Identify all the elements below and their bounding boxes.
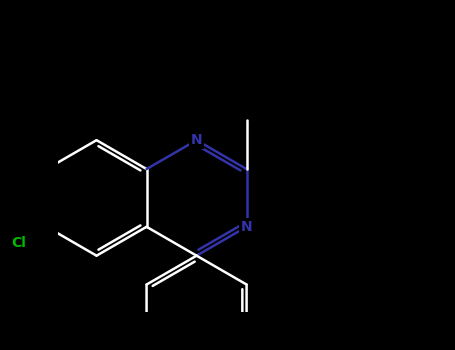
Text: N: N (191, 133, 202, 147)
Text: Cl: Cl (11, 236, 26, 250)
Text: N: N (241, 220, 253, 234)
